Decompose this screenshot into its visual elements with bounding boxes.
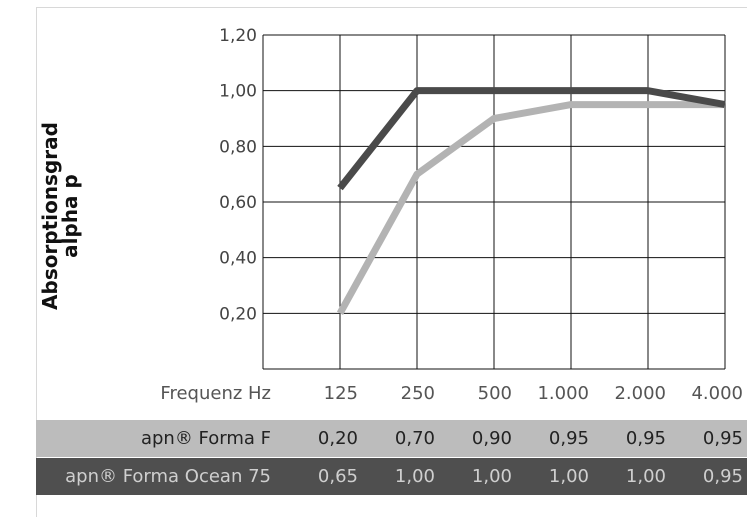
value-cell-forma-f: 0,20: [317, 428, 358, 449]
value-cell-forma-ocean-75: 1,00: [548, 466, 589, 487]
series-line-0: [336, 101, 725, 316]
value-cell-forma-f: 0,70: [394, 428, 435, 449]
value-cell-forma-ocean-75: 0,65: [317, 466, 358, 487]
x-tick-label: 1.000: [537, 383, 589, 404]
y-tick-label: 0,20: [219, 304, 257, 324]
table-row-forma-f: apn® Forma F 0,20 0,70 0,90 0,95 0,95 0,95: [36, 420, 747, 457]
series-line-1: [337, 87, 726, 191]
frequency-row: Frequenz Hz 125 250 500 1.000 2.000 4.000: [36, 375, 747, 412]
x-tick-label: 125: [323, 383, 358, 404]
series-lines: [336, 87, 726, 316]
table-row-forma-ocean-75: apn® Forma Ocean 75 0,65 1,00 1,00 1,00 1,00…: [36, 458, 747, 495]
value-cell-forma-ocean-75: 0,95: [702, 466, 743, 487]
series-name-forma-ocean-75: apn® Forma Ocean 75: [65, 466, 271, 487]
y-tick-label: 1,20: [219, 26, 257, 46]
value-cell-forma-f: 0,95: [548, 428, 589, 449]
x-axis-label: Frequenz Hz: [160, 383, 271, 404]
value-cell-forma-ocean-75: 1,00: [625, 466, 666, 487]
frame-left-border: [36, 7, 37, 517]
value-cell-forma-f: 0,90: [471, 428, 512, 449]
y-tick-label: 0,60: [219, 193, 257, 213]
y-axis-label-line-2: alpha p: [58, 174, 82, 258]
x-tick-label: 250: [400, 383, 435, 404]
frame-top-border: [36, 7, 747, 8]
y-tick-label: 1,00: [219, 82, 257, 102]
chart-plot: 0,20 0,40 0,60 0,80 1,00 1,20: [219, 26, 726, 370]
value-cell-forma-f: 0,95: [702, 428, 743, 449]
y-tick-label: 0,40: [219, 249, 257, 269]
grid: [262, 34, 726, 370]
y-tick-label: 0,80: [219, 137, 257, 157]
x-tick-label: 4.000: [691, 383, 743, 404]
value-cell-forma-ocean-75: 1,00: [471, 466, 512, 487]
value-cell-forma-f: 0,95: [625, 428, 666, 449]
x-tick-label: 500: [477, 383, 512, 404]
y-axis-label-line-1: Absorptionsgrad: [38, 122, 62, 310]
x-tick-label: 2.000: [614, 383, 666, 404]
value-cell-forma-ocean-75: 1,00: [394, 466, 435, 487]
series-name-forma-f: apn® Forma F: [140, 428, 271, 449]
y-tick-labels: 0,20 0,40 0,60 0,80 1,00 1,20: [219, 26, 257, 324]
